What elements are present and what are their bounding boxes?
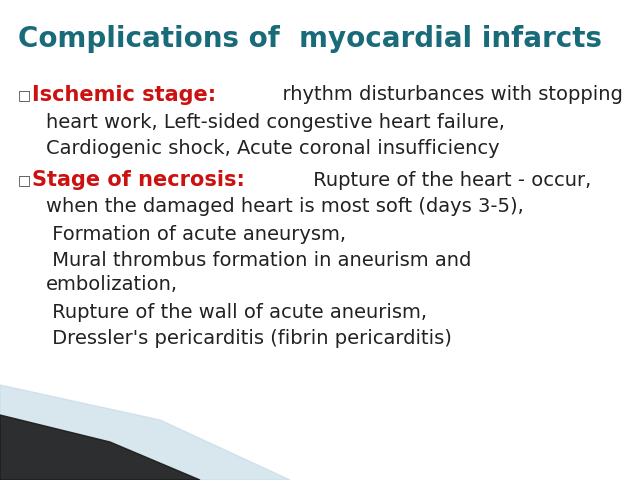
Polygon shape	[0, 415, 200, 480]
Polygon shape	[0, 385, 290, 480]
Text: Formation of acute aneurysm,: Formation of acute aneurysm,	[46, 225, 346, 243]
Text: Complications of  myocardial infarcts: Complications of myocardial infarcts	[18, 25, 602, 53]
Text: □: □	[18, 173, 31, 187]
Text: □: □	[18, 88, 31, 102]
Text: Rupture of the heart - occur,: Rupture of the heart - occur,	[307, 170, 591, 190]
Text: Ischemic stage:: Ischemic stage:	[32, 85, 216, 105]
Text: Mural thrombus formation in aneurism and: Mural thrombus formation in aneurism and	[46, 252, 472, 271]
Text: Stage of necrosis:: Stage of necrosis:	[32, 170, 245, 190]
Text: when the damaged heart is most soft (days 3-5),: when the damaged heart is most soft (day…	[46, 197, 524, 216]
Text: Dressler's pericarditis (fibrin pericarditis): Dressler's pericarditis (fibrin pericard…	[46, 329, 452, 348]
Text: Rupture of the wall of acute aneurism,: Rupture of the wall of acute aneurism,	[46, 302, 427, 322]
Text: heart work, Left-sided congestive heart failure,: heart work, Left-sided congestive heart …	[46, 112, 505, 132]
Text: Cardiogenic shock, Acute coronal insufficiency: Cardiogenic shock, Acute coronal insuffi…	[46, 140, 500, 158]
Text: embolization,: embolization,	[46, 276, 178, 295]
Text: rhythm disturbances with stopping: rhythm disturbances with stopping	[269, 85, 623, 105]
